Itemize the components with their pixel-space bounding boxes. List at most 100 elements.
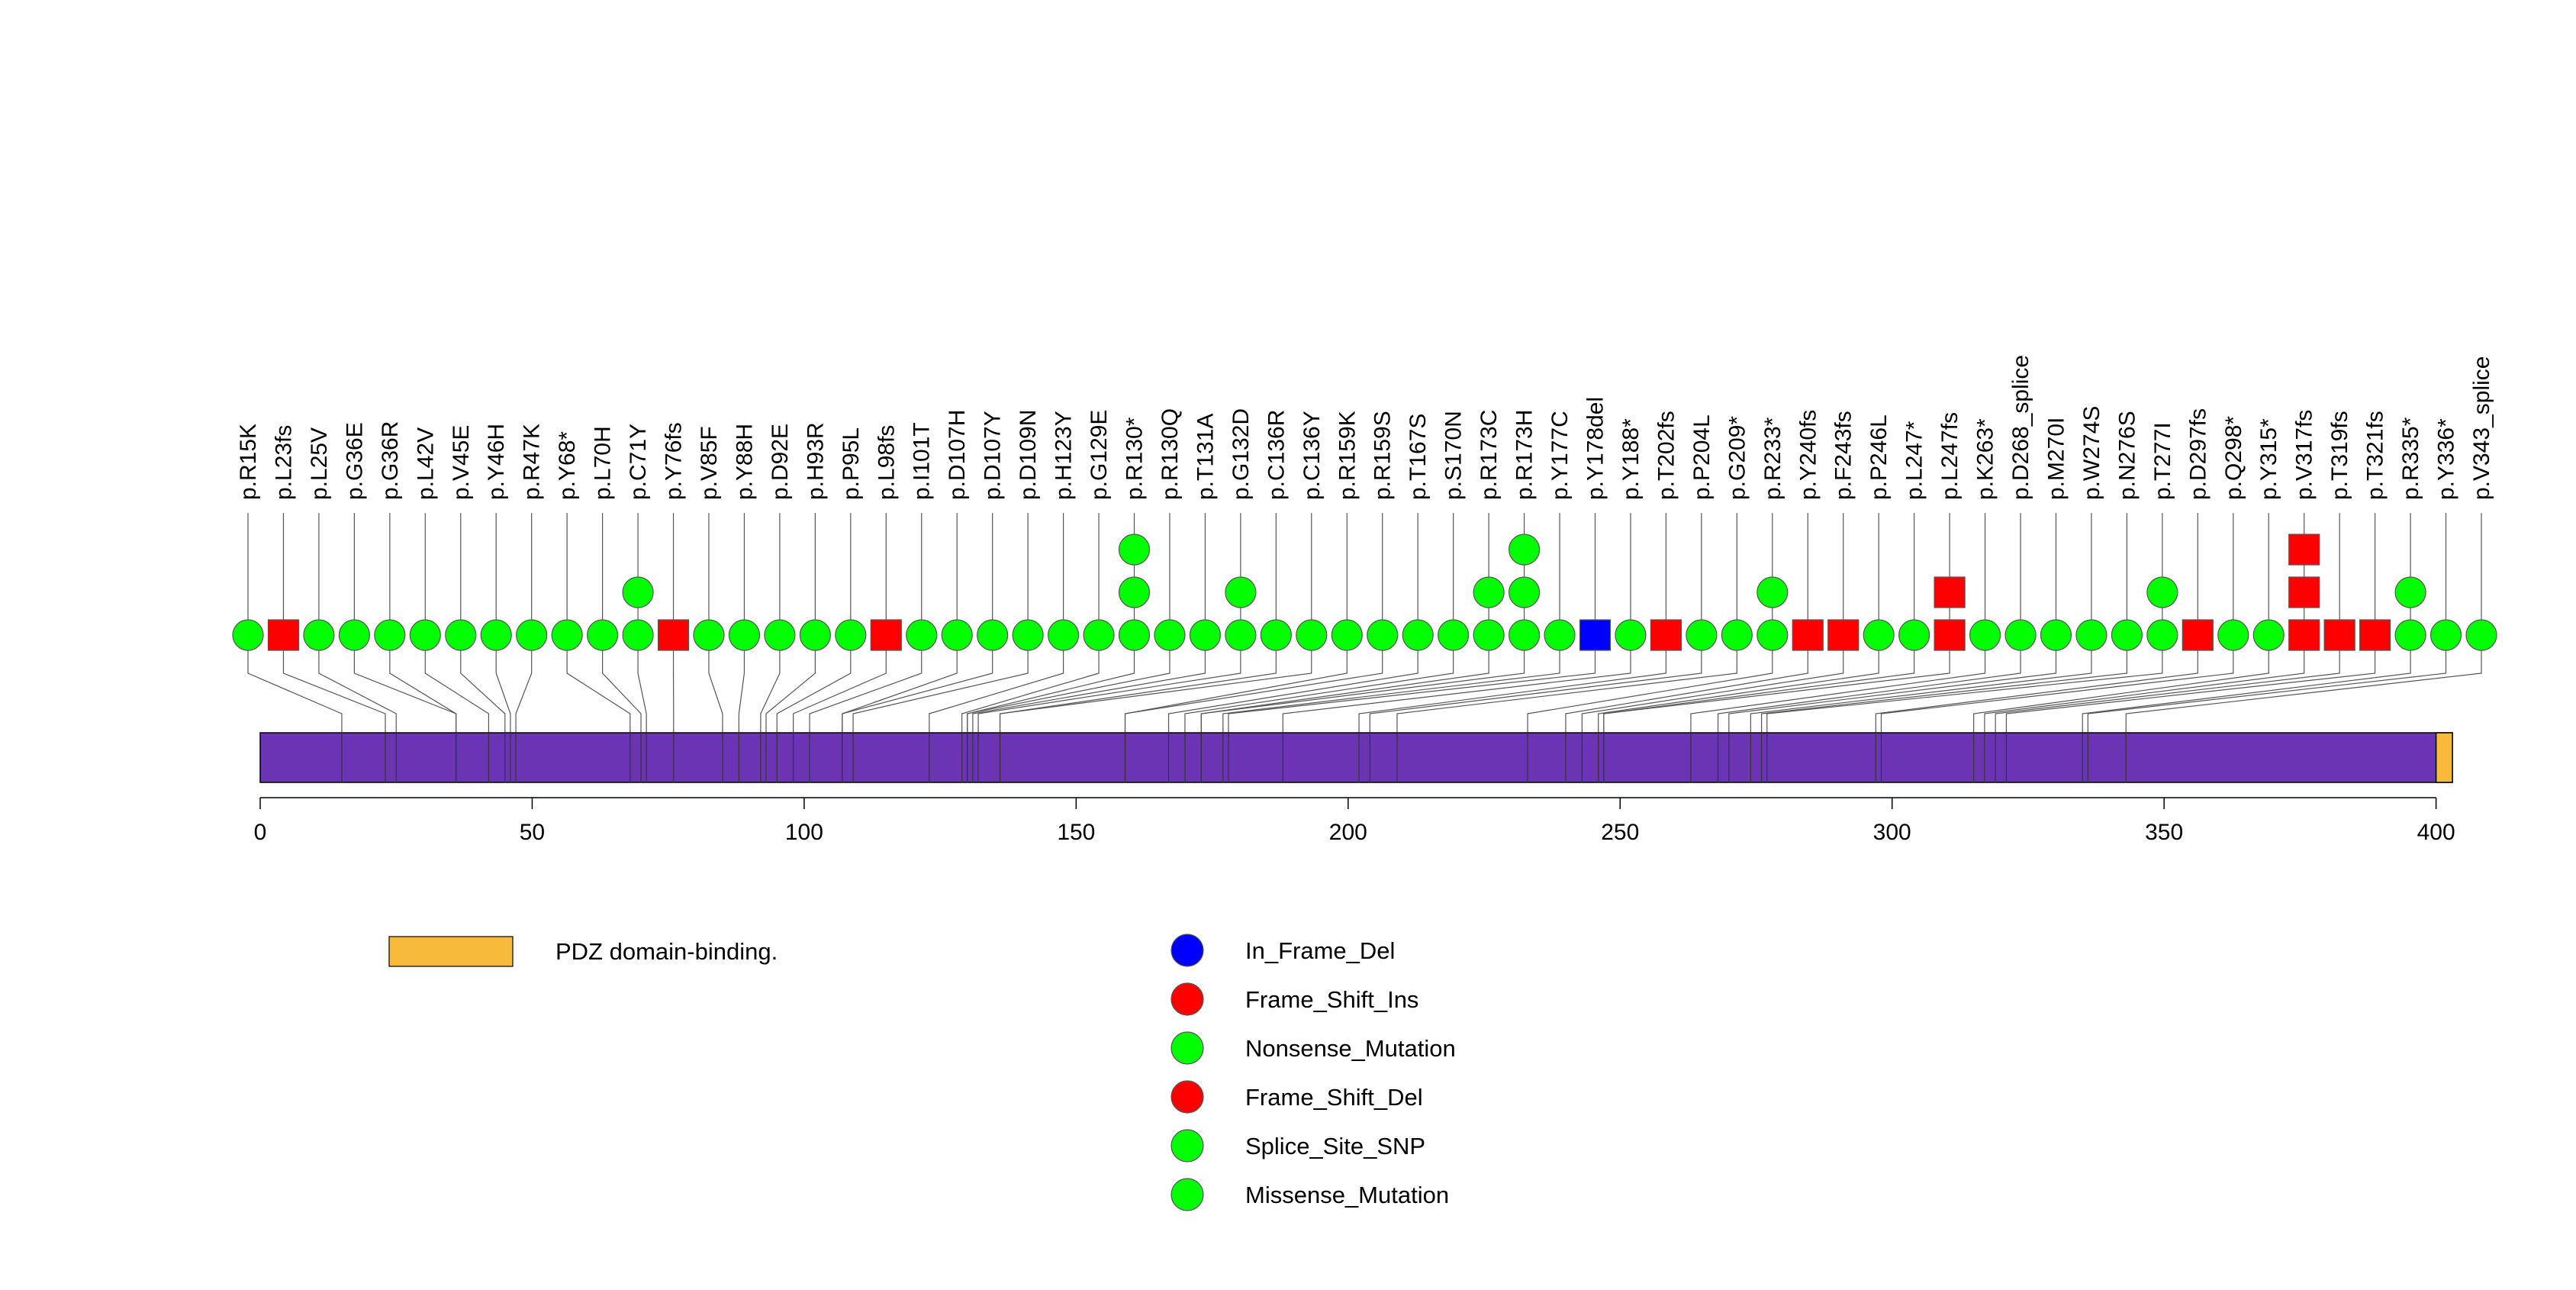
connector-line [424, 664, 490, 733]
mutation-marker [1225, 576, 1257, 608]
mutation-marker [1331, 619, 1363, 651]
mutation-marker [2146, 619, 2178, 651]
mutation-label: p.N276S [2114, 411, 2140, 500]
mutation-marker [906, 619, 938, 651]
axis-tick-label: 300 [1873, 820, 1911, 845]
mutation-marker [1792, 619, 1824, 651]
connector-line [961, 664, 1100, 733]
mutation-label: p.Q298* [2221, 416, 2246, 500]
legend-marker [1170, 934, 1204, 967]
mutation-label: p.C136Y [1299, 411, 1325, 500]
mutation-label: p.H93R [803, 422, 828, 500]
mutation-label: p.K263* [1973, 418, 1998, 500]
mutation-marker [2111, 619, 2143, 651]
connector-line [1228, 664, 1596, 733]
connector-line [765, 664, 816, 733]
mutation-label: p.I101T [910, 422, 935, 500]
mutation-label: p.C71Y [626, 424, 651, 500]
connector-line [1369, 664, 1702, 733]
legend-marker [1170, 982, 1204, 1016]
mutation-label: p.F243fs [1831, 411, 1856, 500]
connector-line [1875, 664, 2198, 733]
mutation-marker [1118, 534, 1151, 566]
mutation-marker [2004, 619, 2037, 651]
mutation-marker [2465, 619, 2497, 651]
mutation-marker [1118, 619, 1151, 651]
mutation-label: p.G36R [378, 421, 403, 500]
mutation-label: p.D297fs [2185, 408, 2211, 500]
mutation-marker [516, 619, 548, 651]
mutation-marker [1047, 619, 1080, 651]
mutation-marker [622, 576, 654, 608]
connector-line [793, 664, 887, 733]
mutation-label: p.P95L [839, 427, 864, 500]
mutation-label: p.P246L [1866, 414, 1892, 500]
connector-line [1690, 664, 1986, 733]
legend: PDZ domain-binding. In_Frame_Del Frame_Shi… [388, 934, 1456, 1211]
mutation-label: p.Y177C [1547, 411, 1573, 500]
connector-line [1973, 664, 2269, 733]
connector-line [1880, 664, 2234, 733]
connector-line [1728, 664, 2057, 733]
mutation-marker [2182, 619, 2214, 651]
mutation-label: p.Y240fs [1795, 410, 1821, 500]
mutation-marker [2288, 534, 2320, 566]
mutation-label: p.L25V [307, 427, 332, 500]
legend-label: Nonsense_Mutation [1245, 1035, 1456, 1062]
connector-line [738, 664, 745, 733]
connector-line [1761, 664, 2127, 733]
mutation-marker [2394, 619, 2426, 651]
mutation-label: p.L23fs [271, 425, 296, 500]
mutation-label: p.R130Q [1158, 408, 1183, 500]
legend-label: Splice_Site_SNP [1245, 1133, 1425, 1159]
mutation-marker [409, 619, 441, 651]
mutation-label: p.V85F [697, 426, 722, 500]
axis-tick-label: 250 [1601, 820, 1639, 845]
mutation-marker [2394, 576, 2426, 608]
connector-line [2087, 664, 2447, 733]
mutation-marker [1225, 619, 1257, 651]
mutation-label: p.G129E [1087, 410, 1112, 500]
mutation-label: p.V45E [449, 425, 474, 500]
mutation-marker [1189, 619, 1222, 651]
mutation-marker [1686, 619, 1718, 651]
mutation-marker [2040, 619, 2072, 651]
axis-tick-label: 350 [2145, 820, 2183, 845]
connector-line [282, 664, 386, 733]
stems [247, 513, 2482, 664]
mutation-label: p.L70H [591, 426, 616, 500]
connector-line [776, 664, 852, 733]
legend-label: Frame_Shift_Del [1245, 1084, 1423, 1111]
mutation-marker [941, 619, 973, 651]
axis-tick-label: 100 [785, 820, 823, 845]
mutation-label: p.P204L [1689, 414, 1715, 500]
mutation-label: p.R173C [1476, 410, 1502, 500]
mutation-marker [1650, 619, 1682, 651]
mutation-marker [2252, 619, 2285, 651]
connector-line [495, 664, 511, 733]
mutation-label: p.C136R [1264, 410, 1289, 500]
mutation-marker [374, 619, 406, 651]
connector-line [1200, 664, 1525, 733]
connector-line [929, 664, 1064, 733]
mutation-label: p.W274S [2079, 406, 2104, 500]
legend-marker [1170, 1129, 1204, 1163]
mutation-marker [764, 619, 796, 651]
mutation-label: p.G132D [1228, 408, 1254, 500]
mutation-marker [1083, 619, 1115, 651]
mutation-marker [2429, 619, 2462, 651]
mutation-marker [657, 619, 690, 651]
mutation-markers [232, 534, 2497, 651]
axis-tick-label: 50 [520, 820, 545, 845]
mutation-marker [1508, 619, 1541, 651]
mutation-marker [338, 619, 370, 651]
legend-label: Frame_Shift_Ins [1245, 986, 1418, 1013]
connector-line [353, 664, 457, 733]
connector-line [1750, 664, 2092, 733]
legend-marker [1170, 1080, 1204, 1114]
mutation-marker [1757, 576, 1789, 608]
mutation-label: p.V343_splice [2469, 356, 2494, 500]
mutation-marker [1508, 576, 1541, 608]
mutation-marker [303, 619, 335, 651]
